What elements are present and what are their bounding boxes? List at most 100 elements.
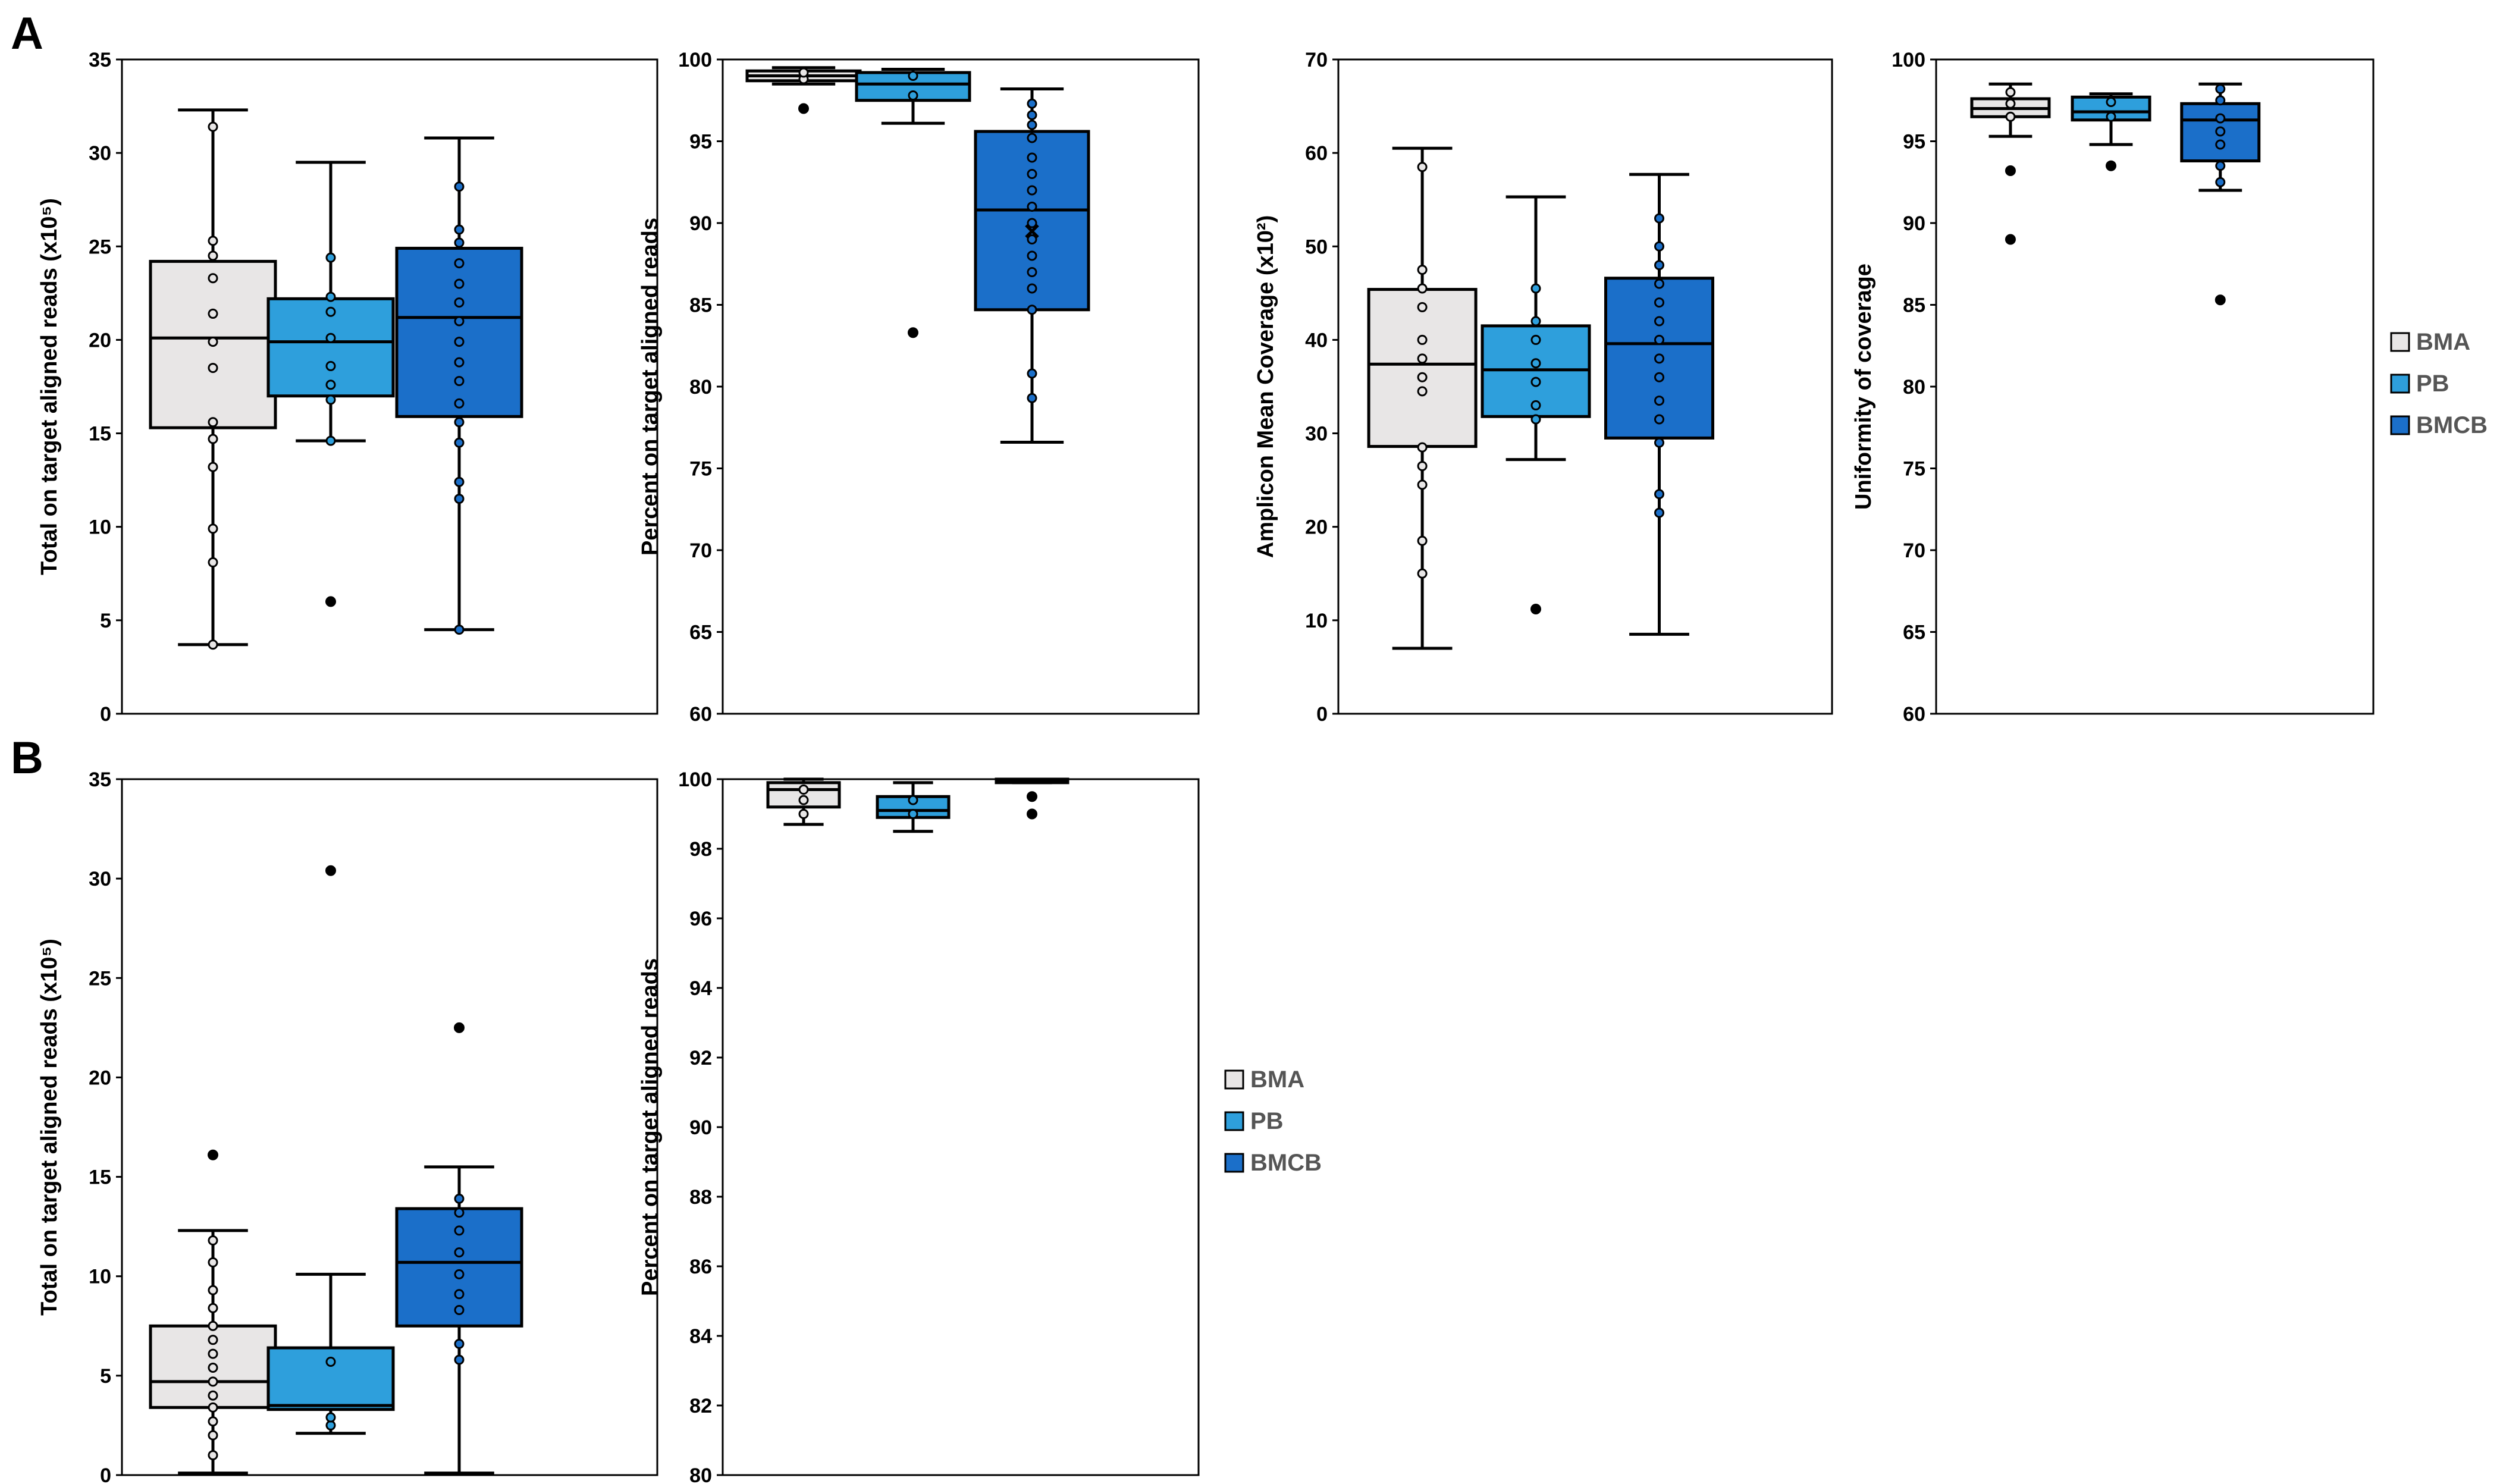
data-point [1417,334,1428,345]
data-point [1654,507,1664,518]
y-tick-label: 10 [1305,610,1328,632]
data-point [1654,372,1664,382]
y-tick-label: 30 [1305,423,1328,445]
data-point [208,1430,218,1441]
legend-panel-b: BMA PB BMCB [1224,1066,1322,1176]
y-tick-label: 30 [89,868,111,890]
box-bmcb [974,87,1090,444]
data-point [454,494,465,504]
y-tick-label: 96 [689,908,712,930]
y-tick-label: 15 [89,423,111,445]
data-point [1027,98,1037,109]
legend-item-pb: PB [2390,371,2449,397]
data-point [208,1450,218,1461]
data-point [908,795,918,805]
chart-a3-amplicon-mean-coverage: 0 10 20 30 40 50 60 70 Amplicon Mean Coverage (x… [1253,49,1833,726]
data-point [454,1207,465,1218]
legend-swatch [1224,1069,1244,1090]
y-tick-label: 94 [689,977,712,1000]
y-tick-label: 80 [689,376,712,399]
data-point [2215,126,2226,137]
data-point [1027,133,1037,143]
data-point [454,1338,465,1349]
box-bma [1970,82,2051,245]
data-point [454,337,465,347]
outlier-point [2106,160,2116,171]
y-axis-title: Percent on target aligned reads [638,218,663,556]
data-point [208,523,218,534]
data-point [1654,353,1664,364]
y-tick-label: 25 [89,236,111,258]
plot-frame [722,778,1200,1476]
data-point [325,291,336,302]
data-point [454,1289,465,1300]
data-point [1417,479,1428,490]
data-point [908,71,918,81]
data-point [2106,97,2116,107]
y-tick-label: 15 [89,1166,111,1189]
mean-marker [1025,224,1039,239]
legend-panel-a: BMA PB BMCB [2390,329,2488,438]
data-point [208,1376,218,1387]
legend-item-bmcb: BMCB [2390,412,2488,438]
box-pb [876,781,951,833]
box-bma [1367,146,1478,650]
y-tick-label: 80 [689,1464,712,1484]
data-point [1027,393,1037,403]
data-point [1417,353,1428,364]
data-point [798,809,809,819]
y-tick-label: 85 [1903,294,1925,317]
data-point [208,308,218,319]
y-tick-label: 30 [89,142,111,165]
data-point [454,297,465,308]
legend-swatch [1224,1153,1244,1173]
box-bma [766,777,841,826]
data-point [208,1335,218,1345]
data-point [454,398,465,409]
data-point [798,795,809,805]
data-point [1027,218,1037,228]
legend-swatch [1224,1111,1244,1131]
data-point [1027,185,1037,196]
y-tick-label: 25 [89,967,111,990]
data-point [208,639,218,650]
data-point [1027,305,1037,315]
outlier-point [2005,234,2016,245]
chart-a2-percent-on-target: 60 65 70 75 80 85 90 95 100 Percent on target ali… [638,49,1200,726]
box-pb [266,161,395,607]
box-bmcb [995,777,1069,820]
outlier-point [325,865,336,876]
data-point [2215,113,2226,124]
data-point [325,306,336,317]
data-point [1027,152,1037,163]
panel-label-b: B [11,733,43,783]
legend-label: BMCB [1250,1150,1322,1176]
data-point [208,273,218,284]
legend-swatch [2390,415,2410,435]
data-point [1654,316,1664,327]
y-tick-label: 100 [678,49,712,71]
plot-frame [1337,58,1833,715]
data-point [2215,84,2226,94]
data-point [1027,267,1037,277]
data-point [1417,302,1428,312]
y-tick-label: 100 [1892,49,1925,71]
data-point [2215,139,2226,150]
outlier-point [454,1022,465,1033]
y-tick-label: 88 [689,1186,712,1209]
y-tick-label: 98 [689,838,712,861]
outlier-point [2005,165,2016,176]
data-point [454,437,465,448]
data-point [208,557,218,567]
outlier-point [208,1149,218,1160]
y-tick-label: 20 [89,329,111,352]
y-tick-label: 85 [689,294,712,317]
legend-swatch [2390,332,2410,352]
data-point [1530,316,1541,327]
y-tick-label: 5 [100,610,111,632]
data-point [454,258,465,269]
data-point [208,1416,218,1427]
data-point [1417,162,1428,172]
y-tick-label: 82 [689,1395,712,1417]
data-point [454,376,465,387]
